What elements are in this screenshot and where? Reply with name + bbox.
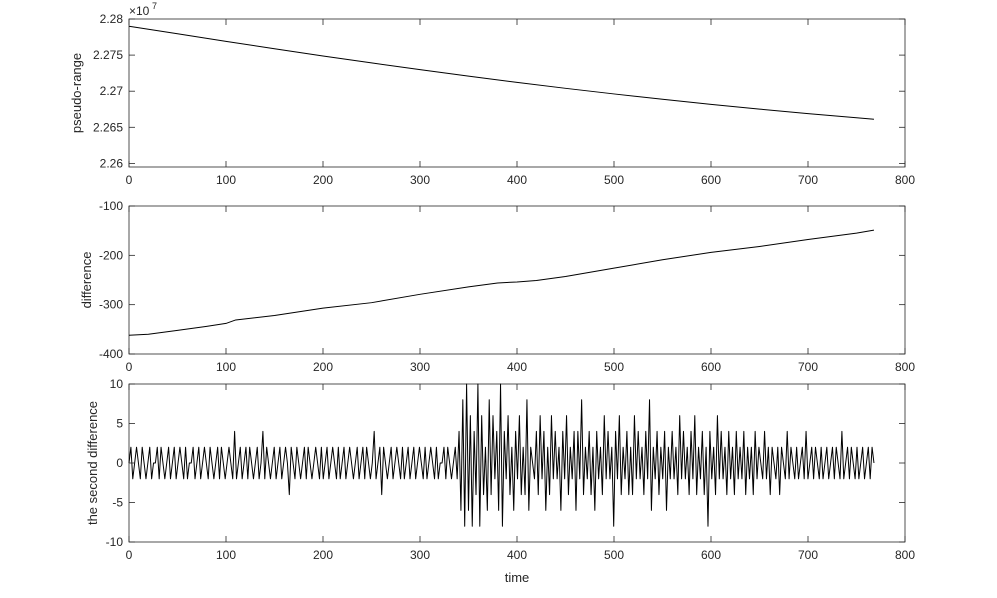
x-tick-label: 300 xyxy=(410,360,430,374)
x-tick-label: 200 xyxy=(313,548,333,562)
y-tick-label: -5 xyxy=(112,496,123,510)
y-tick-label: -200 xyxy=(99,248,123,262)
plot-area xyxy=(128,383,875,527)
subplot-pseudo-range: 0 100 200 300 400 500 600 700 800 2.282.2752.272… xyxy=(69,1,915,187)
y-axis-label: the second difference xyxy=(85,401,100,525)
x-tick-label: 700 xyxy=(798,360,818,374)
x-tick-label: 200 xyxy=(313,173,333,187)
y-tick-label: -10 xyxy=(106,535,124,549)
x-tick-label: 200 xyxy=(313,360,333,374)
x-tick-label: 500 xyxy=(604,548,624,562)
y-tick-label: 2.28 xyxy=(100,12,124,26)
x-tick-label: 500 xyxy=(604,173,624,187)
x-tick-label: 700 xyxy=(798,173,818,187)
y-axis-label: pseudo-range xyxy=(69,53,84,133)
y-tick-label: 0 xyxy=(116,456,123,470)
axes-frame xyxy=(128,18,906,168)
x-tick-label: 600 xyxy=(701,548,721,562)
y-tick-label: -300 xyxy=(99,298,123,312)
x-tick-label: 0 xyxy=(126,548,133,562)
y-tick-label: 2.26 xyxy=(100,156,124,170)
x-tick-label: 300 xyxy=(410,173,430,187)
subplot-second-difference: 0 100 200 300 400 500 600 700 800 10 5 0 -5 -10 the … xyxy=(85,377,915,585)
y-tick-label: 2.265 xyxy=(93,120,123,134)
x-ticks: 0 100 200 300 400 500 600 700 800 xyxy=(126,19,915,187)
x-tick-label: 100 xyxy=(216,548,236,562)
series-line xyxy=(128,229,875,336)
x-tick-label: 100 xyxy=(216,173,236,187)
y-tick-label: 2.275 xyxy=(93,48,123,62)
x-tick-label: 800 xyxy=(895,360,915,374)
y-ticks: 2.28 2.275 2.27 2.265 2.26 xyxy=(93,12,905,170)
y-ticks: -100 -200 -300 -400 xyxy=(99,199,905,361)
x-tick-label: 800 xyxy=(895,548,915,562)
axis-exponent-base: ×10 xyxy=(129,4,150,18)
y-tick-label: 5 xyxy=(116,417,123,431)
x-tick-label: 400 xyxy=(507,173,527,187)
x-tick-label: 400 xyxy=(507,360,527,374)
axis-exponent-power: 7 xyxy=(152,1,157,11)
series-line xyxy=(128,25,875,120)
x-ticks: 0 100 200 300 400 500 600 700 800 xyxy=(126,384,915,562)
x-tick-label: 600 xyxy=(701,360,721,374)
x-tick-label: 700 xyxy=(798,548,818,562)
y-tick-label: 2.27 xyxy=(100,84,124,98)
x-axis-label: time xyxy=(505,570,530,585)
x-tick-label: 400 xyxy=(507,548,527,562)
subplot-difference: 0 100 200 300 400 500 600 700 800 -100 -200 -300 -4… xyxy=(79,199,915,374)
x-tick-label: 100 xyxy=(216,360,236,374)
y-ticks: 10 5 0 -5 -10 xyxy=(106,377,905,549)
y-tick-label: 10 xyxy=(110,377,124,391)
plot-area xyxy=(128,25,875,120)
x-ticks: 0 100 200 300 400 500 600 700 800 xyxy=(126,206,915,374)
x-tick-label: 800 xyxy=(895,173,915,187)
y-axis-label: difference xyxy=(79,252,94,309)
y-tick-label: -400 xyxy=(99,347,123,361)
axes-frame xyxy=(128,205,906,355)
x-tick-label: 300 xyxy=(410,548,430,562)
plot-area xyxy=(128,229,875,336)
series-line xyxy=(128,383,875,527)
x-tick-label: 600 xyxy=(701,173,721,187)
x-tick-label: 0 xyxy=(126,360,133,374)
y-tick-label: -100 xyxy=(99,199,123,213)
x-tick-label: 500 xyxy=(604,360,624,374)
x-tick-label: 0 xyxy=(126,173,133,187)
